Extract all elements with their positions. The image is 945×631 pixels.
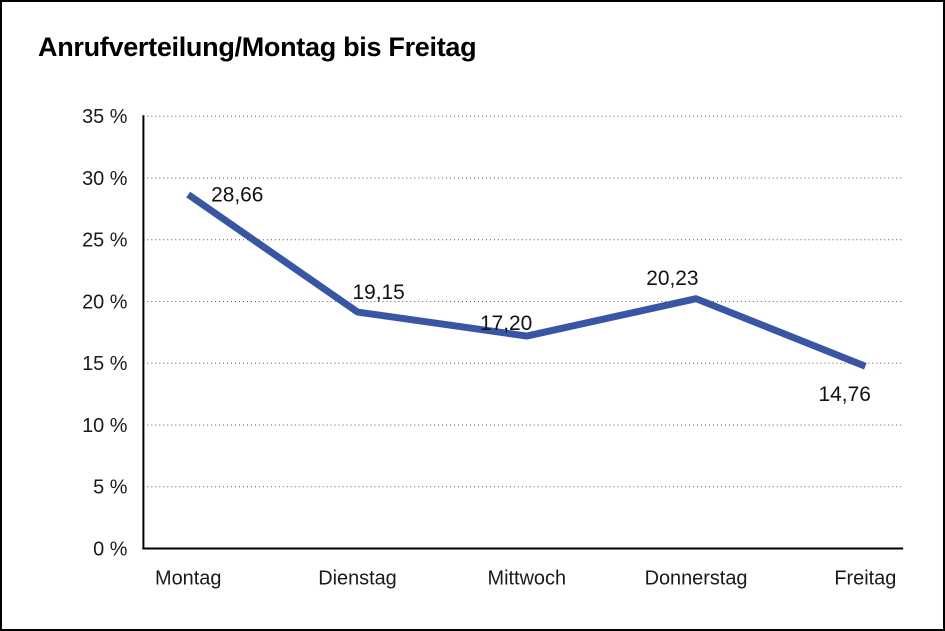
y-tick-label: 25 %: [82, 230, 127, 252]
x-tick-label: Montag: [155, 567, 221, 589]
data-label: 28,66: [211, 184, 263, 207]
y-tick-label: 15 %: [82, 353, 127, 375]
y-tick-label: 30 %: [82, 168, 127, 190]
x-tick-label: Freitag: [834, 567, 896, 589]
x-tick-label: Dienstag: [318, 567, 397, 589]
x-tick-label: Donnerstag: [645, 567, 748, 589]
y-tick-label: 20 %: [82, 291, 127, 313]
data-label: 20,23: [646, 267, 698, 290]
data-label: 19,15: [353, 281, 405, 304]
data-label: 14,76: [819, 383, 871, 406]
chart-title: Anrufverteilung/Montag bis Freitag: [38, 32, 477, 62]
y-tick-label: 10 %: [82, 415, 127, 437]
data-label: 17,20: [480, 312, 532, 335]
series-line: [186, 191, 867, 370]
y-tick-label: 35 %: [82, 106, 127, 128]
x-tick-label: Mittwoch: [488, 567, 567, 589]
y-tick-label: 0 %: [93, 538, 127, 560]
y-tick-label: 5 %: [93, 477, 127, 499]
